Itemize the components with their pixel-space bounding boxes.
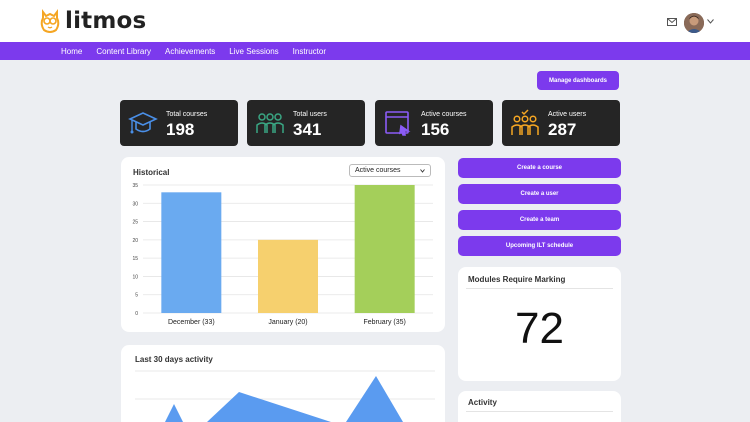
mail-icon[interactable]	[667, 18, 677, 26]
nav-item-home[interactable]: Home	[61, 46, 83, 56]
x-category-label: December (33)	[168, 319, 215, 326]
stat-value: 156	[421, 120, 450, 139]
y-tick-label: 5	[135, 293, 138, 299]
stat-card-active-courses[interactable]: Active courses 156	[375, 100, 493, 146]
create-user-button[interactable]: Create a user	[458, 184, 621, 204]
x-category-label: January (20)	[268, 319, 307, 326]
y-tick-label: 10	[132, 274, 138, 280]
graduation-cap-icon	[128, 112, 158, 134]
activity-title: Activity	[468, 398, 497, 407]
divider	[466, 411, 613, 412]
course-window-icon	[385, 111, 411, 136]
stat-value: 198	[166, 120, 195, 139]
historical-title: Historical	[133, 168, 170, 177]
avatar-photo-icon	[684, 13, 704, 33]
upcoming-ilt-schedule-button[interactable]: Upcoming ILT schedule	[458, 236, 621, 256]
y-tick-label: 25	[132, 220, 138, 226]
active-users-icon	[511, 109, 539, 135]
marking-count[interactable]: 72	[515, 304, 564, 353]
stat-card-active-users[interactable]: Active users 287	[502, 100, 620, 146]
metric-select-value: Active courses	[355, 167, 401, 174]
user-avatar[interactable]	[684, 13, 704, 33]
nav-item-live-sessions[interactable]: Live Sessions	[229, 46, 279, 56]
brand-name: litmos	[65, 8, 147, 34]
users-icon	[256, 113, 284, 133]
marking-title: Modules Require Marking	[468, 275, 566, 284]
litmos-logo[interactable]: litmos	[38, 8, 146, 34]
stat-value: 287	[548, 120, 577, 139]
nav-item-instructor[interactable]: Instructor	[292, 46, 326, 56]
marking-card	[458, 267, 621, 381]
historical-bar-chart: 0 5 10 15 20 25 30 35 December (33) January (20) F…	[132, 183, 433, 326]
chevron-down-icon	[420, 169, 425, 173]
activity-card	[458, 391, 621, 422]
stat-card-total-courses[interactable]: Total courses 198	[120, 100, 238, 146]
stat-label: Total users	[293, 111, 327, 118]
y-tick-label: 30	[132, 201, 138, 207]
stat-label: Active courses	[421, 111, 467, 118]
bar[interactable]	[161, 192, 222, 313]
y-tick-label: 0	[135, 311, 138, 317]
bar[interactable]	[354, 185, 415, 313]
main-nav: Home Content Library Achievements Live S…	[0, 42, 750, 60]
nav-item-achievements[interactable]: Achievements	[165, 46, 216, 56]
metric-select[interactable]: Active courses	[349, 164, 431, 177]
activity-area	[165, 376, 403, 422]
y-tick-label: 35	[132, 183, 138, 189]
chevron-down-icon[interactable]	[707, 19, 714, 24]
create-team-button[interactable]: Create a team	[458, 210, 621, 230]
stat-label: Active users	[548, 111, 587, 118]
nav-item-content-library[interactable]: Content Library	[96, 46, 152, 56]
y-tick-label: 20	[132, 238, 138, 244]
stat-value: 341	[293, 120, 322, 139]
x-category-label: February (35)	[363, 319, 405, 326]
manage-dashboards-button[interactable]: Manage dashboards	[537, 71, 619, 90]
divider	[466, 288, 613, 289]
y-tick-label: 15	[132, 256, 138, 262]
owl-logo-icon	[40, 9, 60, 33]
activity-area-chart	[135, 370, 435, 422]
stat-card-total-users[interactable]: Total users 341	[247, 100, 365, 146]
bar[interactable]	[258, 239, 318, 313]
stat-label: Total courses	[166, 111, 208, 118]
activity-30-days-title: Last 30 days activity	[135, 355, 213, 364]
top-bar: litmos	[0, 0, 750, 42]
create-course-button[interactable]: Create a course	[458, 158, 621, 178]
